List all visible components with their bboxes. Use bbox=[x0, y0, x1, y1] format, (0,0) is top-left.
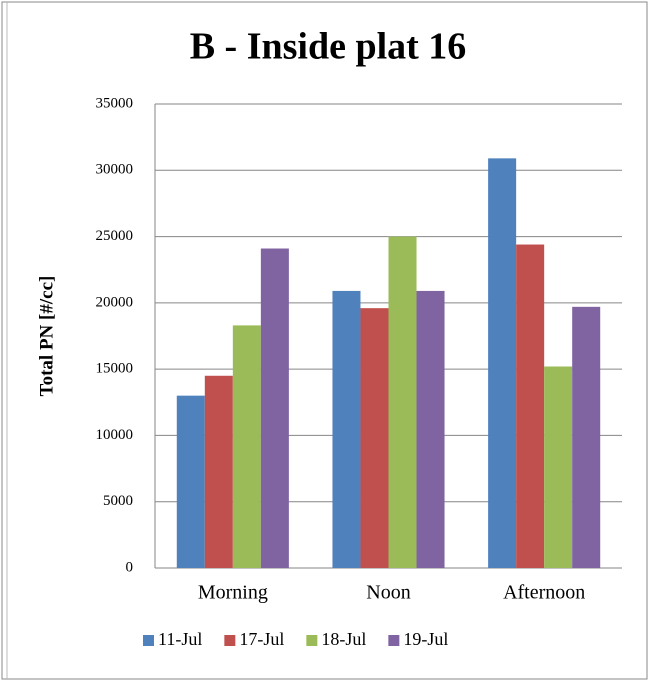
legend-label: 17-Jul bbox=[239, 629, 284, 649]
y-tick-label: 15000 bbox=[96, 361, 134, 377]
bar bbox=[360, 308, 389, 568]
bar bbox=[544, 366, 573, 568]
y-tick-label: 20000 bbox=[96, 294, 134, 310]
y-tick-label: 10000 bbox=[96, 427, 134, 443]
bar bbox=[488, 158, 517, 568]
x-tick-label: Noon bbox=[366, 582, 410, 604]
legend-swatch bbox=[306, 635, 318, 646]
bar bbox=[232, 325, 261, 568]
bar bbox=[388, 236, 417, 569]
bar bbox=[176, 395, 205, 568]
bar bbox=[260, 248, 289, 568]
legend-swatch bbox=[224, 635, 236, 646]
legend-label: 11-Jul bbox=[158, 629, 202, 649]
y-tick-label: 0 bbox=[126, 559, 134, 575]
chart-title: B - Inside plat 16 bbox=[190, 26, 467, 68]
x-tick-label: Morning bbox=[198, 582, 268, 604]
bar bbox=[572, 306, 601, 568]
bar bbox=[204, 375, 233, 568]
y-axis-label: Total PN [#/cc] bbox=[36, 276, 57, 397]
y-tick-label: 25000 bbox=[96, 228, 134, 244]
legend-swatch bbox=[143, 635, 154, 646]
bar bbox=[516, 244, 545, 569]
legend-label: 18-Jul bbox=[321, 629, 366, 649]
y-tick-label: 5000 bbox=[103, 493, 133, 509]
y-tick-label: 30000 bbox=[96, 162, 134, 178]
legend-label: 19-Jul bbox=[403, 629, 448, 649]
bar bbox=[416, 290, 445, 568]
y-tick-label: 35000 bbox=[96, 95, 134, 111]
bar bbox=[332, 290, 361, 568]
x-tick-label: Afternoon bbox=[503, 582, 585, 604]
legend-swatch bbox=[388, 635, 400, 646]
